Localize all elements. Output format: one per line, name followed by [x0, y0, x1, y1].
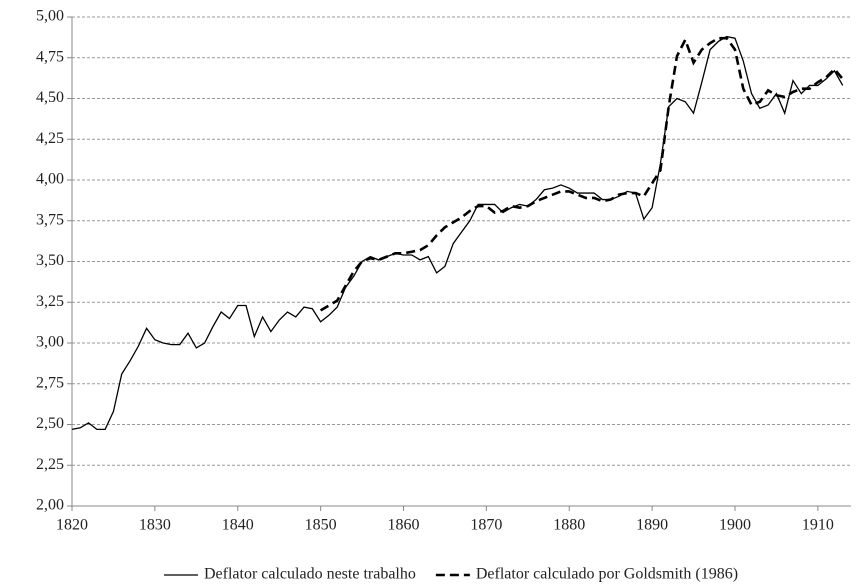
y-tick-label: 3,25 — [36, 293, 64, 310]
y-tick-label: 3,50 — [36, 252, 64, 269]
y-tick-label: 4,00 — [36, 171, 64, 188]
x-tick-label: 1870 — [470, 517, 502, 534]
x-tick-label: 1830 — [139, 517, 171, 534]
x-tick-label: 1820 — [56, 517, 88, 534]
x-tick-label: 1880 — [553, 517, 585, 534]
y-tick-label: 4,50 — [36, 89, 64, 106]
series-line — [71, 35, 844, 431]
series-line — [319, 36, 844, 312]
y-tick-label: 3,75 — [36, 211, 64, 228]
y-tick-label: 5,00 — [36, 8, 64, 25]
y-tick-label: 2,00 — [36, 497, 64, 514]
legend-label: Deflator calculado por Goldsmith (1986) — [476, 566, 738, 583]
y-tick-label: 2,25 — [36, 456, 64, 473]
x-tick-label: 1860 — [387, 517, 419, 534]
y-tick-label: 3,00 — [36, 334, 64, 351]
x-tick-label: 1840 — [222, 517, 254, 534]
legend-label: Deflator calculado neste trabalho — [204, 566, 416, 583]
y-tick-label: 4,25 — [36, 130, 64, 147]
x-tick-label: 1850 — [305, 517, 337, 534]
y-tick-label: 2,75 — [36, 374, 64, 391]
y-tick-label: 2,50 — [36, 415, 64, 432]
x-tick-label: 1890 — [636, 517, 668, 534]
x-tick-label: 1910 — [802, 517, 834, 534]
y-tick-label: 4,75 — [36, 48, 64, 65]
x-tick-label: 1900 — [719, 517, 751, 534]
